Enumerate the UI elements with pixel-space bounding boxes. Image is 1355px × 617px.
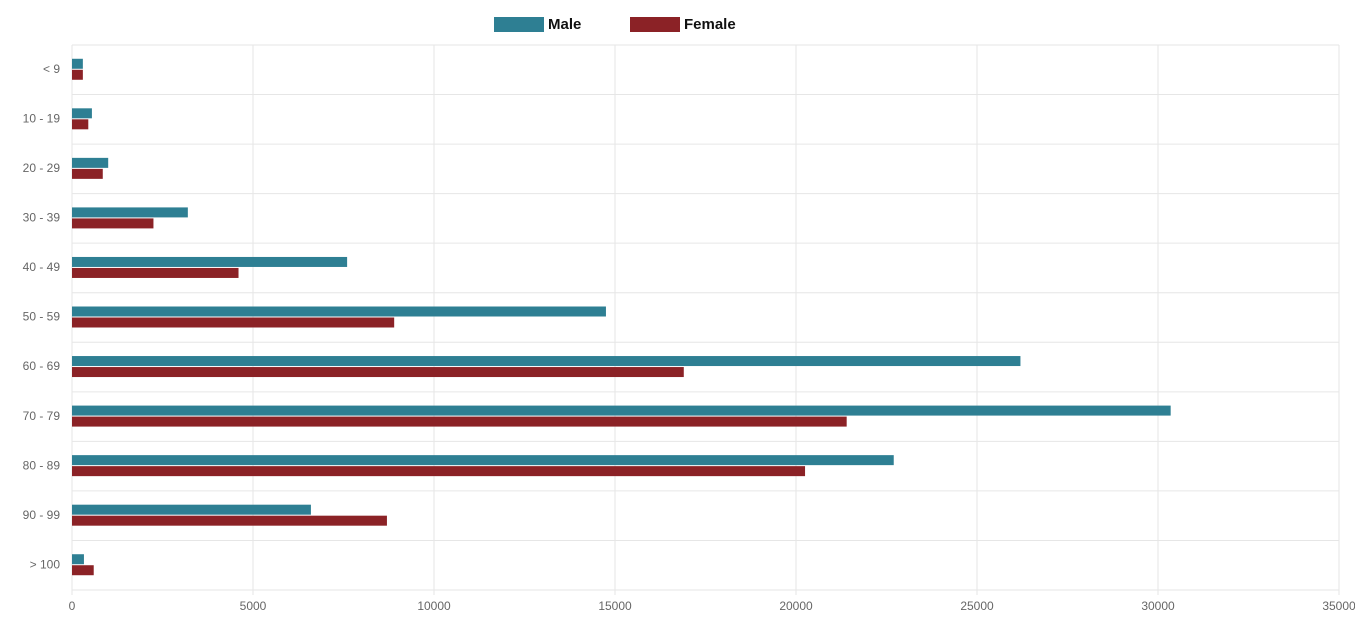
bar xyxy=(72,356,1021,367)
x-tick-label: 10000 xyxy=(417,599,451,613)
bar xyxy=(72,69,83,80)
legend-swatch xyxy=(494,17,544,32)
y-tick-label: < 9 xyxy=(43,62,60,76)
y-tick-label: 40 - 49 xyxy=(23,260,61,274)
x-tick-label: 25000 xyxy=(960,599,994,613)
bar xyxy=(72,58,83,69)
y-tick-label: 80 - 89 xyxy=(23,458,61,472)
bar xyxy=(72,416,847,427)
x-tick-label: 30000 xyxy=(1141,599,1175,613)
x-tick-label: 35000 xyxy=(1322,599,1355,613)
y-tick-label: 70 - 79 xyxy=(23,409,61,423)
legend: Male Female xyxy=(494,16,736,33)
y-tick-label: > 100 xyxy=(30,557,61,571)
bar xyxy=(72,554,84,565)
bar xyxy=(72,218,154,229)
bar xyxy=(72,317,395,328)
bar xyxy=(72,256,348,267)
bar xyxy=(72,119,89,130)
y-tick-label: 50 - 59 xyxy=(23,310,61,324)
bar xyxy=(72,306,606,317)
bar xyxy=(72,565,94,576)
x-tick-label: 20000 xyxy=(779,599,813,613)
bar xyxy=(72,207,188,218)
bar xyxy=(72,168,103,179)
bar xyxy=(72,455,894,466)
x-tick-label: 0 xyxy=(69,599,76,613)
y-tick-label: 10 - 19 xyxy=(23,111,61,125)
bar xyxy=(72,367,684,378)
legend-label: Female xyxy=(684,16,736,33)
y-tick-label: 30 - 39 xyxy=(23,211,61,225)
y-tick-label: 60 - 69 xyxy=(23,359,61,373)
bar xyxy=(72,515,387,526)
x-tick-label: 15000 xyxy=(598,599,632,613)
legend-label: Male xyxy=(548,16,581,33)
y-tick-label: 90 - 99 xyxy=(23,508,61,522)
bar xyxy=(72,504,311,515)
bar xyxy=(72,157,109,168)
bar xyxy=(72,267,239,278)
x-tick-label: 5000 xyxy=(240,599,267,613)
bar xyxy=(72,405,1171,416)
bar xyxy=(72,108,92,119)
y-tick-label: 20 - 29 xyxy=(23,161,61,175)
bar xyxy=(72,466,806,477)
legend-swatch xyxy=(630,17,680,32)
